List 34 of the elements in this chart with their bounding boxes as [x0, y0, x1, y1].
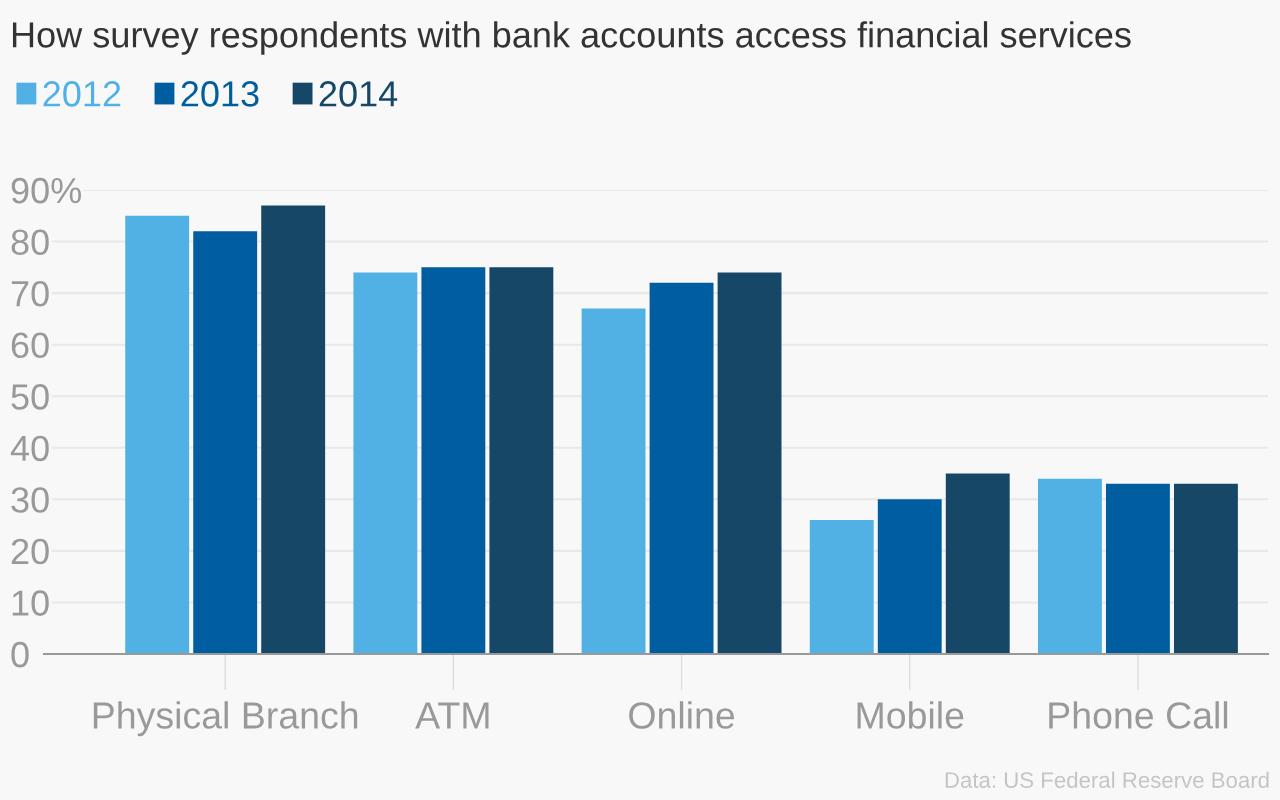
x-tick-label: Mobile — [857, 701, 964, 729]
bar — [1105, 483, 1170, 654]
y-tick-label: 50 — [11, 384, 49, 410]
bar — [193, 231, 258, 654]
bar — [809, 519, 874, 654]
legend-label: 2013 — [181, 81, 259, 107]
bar — [125, 215, 190, 654]
bar — [489, 267, 554, 654]
bar — [1037, 478, 1102, 654]
x-tick-label: ATM — [415, 702, 489, 729]
y-tick-label: 30 — [11, 487, 49, 513]
y-tick-label: 80 — [11, 229, 49, 255]
bar — [945, 473, 1010, 654]
legend-label: 2012 — [43, 81, 121, 107]
y-tick-label: 20 — [11, 538, 49, 565]
bar — [1173, 483, 1238, 654]
x-tick-label: Physical Branch — [93, 701, 358, 737]
x-tick-label: Phone Call — [1049, 701, 1228, 729]
bar — [581, 308, 646, 654]
bar — [261, 205, 326, 654]
y-tick-label: 60 — [11, 332, 49, 359]
y-tick-label: 10 — [12, 590, 49, 616]
x-tick-label: Online — [629, 701, 735, 729]
y-tick-label: 0 — [11, 641, 29, 668]
y-tick-label: 70 — [11, 280, 49, 307]
bar — [717, 272, 782, 654]
chart-title: How survey respondents with bank accounts access financial services — [12, 21, 1131, 55]
bar — [421, 267, 486, 654]
y-tick-label: 90% — [11, 177, 81, 204]
legend-label: 2014 — [319, 81, 398, 107]
bar — [877, 499, 942, 654]
y-tick-label: 40 — [10, 435, 49, 462]
bar — [353, 272, 418, 654]
bar — [649, 282, 714, 654]
